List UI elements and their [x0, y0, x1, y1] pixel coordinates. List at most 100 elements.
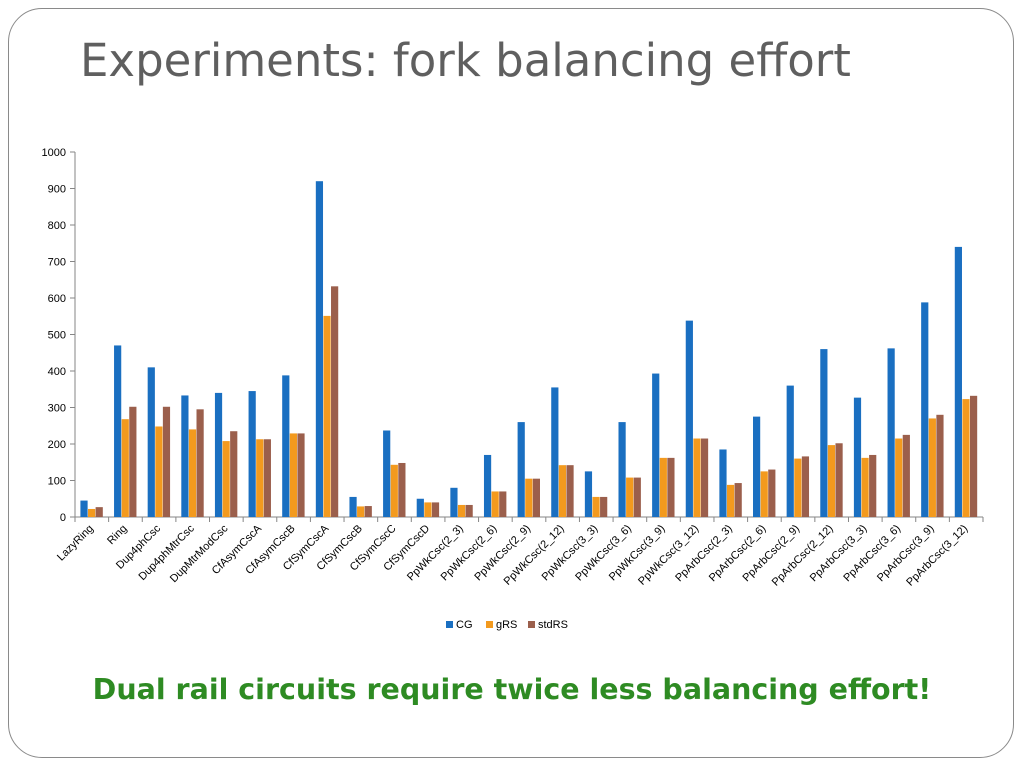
bar-CG-PpWkCsc(2_9)	[517, 422, 525, 517]
bar-gRS-PpWkCsc(2_3)	[457, 504, 466, 517]
x-axis: LazyRing RingDup4phCscDup4phMtrCscDupMtrM…	[55, 516, 984, 589]
bar-stdRS-Dup4phMtrCsc	[196, 409, 204, 517]
bar-stdRS-PpArbCsc(3_3)	[869, 454, 877, 517]
y-tick-label: 800	[48, 220, 66, 232]
bar-stdRS-CfAsymCscA	[263, 439, 271, 517]
bar-CG-PpWkCsc(3_9)	[652, 373, 660, 517]
bar-gRS-CfSymCscA	[323, 315, 331, 517]
y-axis: 0 100 200 300 400 500 600 700 800 900 1000	[42, 147, 76, 524]
bar-gRS-PpArbCsc(2_6)	[760, 471, 768, 517]
legend: CG gRS stdRS	[446, 619, 568, 631]
bar-gRS-PpArbCsc(3_3)	[861, 457, 869, 517]
slide-title: Experiments: fork balancing effort	[80, 34, 851, 87]
bar-CG-Dup4phMtrCsc	[181, 395, 189, 517]
bar-CG-CfSymCscB	[349, 496, 357, 517]
y-tick-label: 400	[48, 366, 66, 378]
bar-gRS-Ring	[121, 419, 129, 517]
bar-gRS-Dup4phCsc	[155, 426, 163, 517]
bar-CG-Dup4phCsc	[147, 367, 155, 517]
y-tick-label: 100	[48, 476, 66, 488]
bar-stdRS-DupMtrModCsc	[230, 431, 238, 517]
bar-CG-PpWkCsc(2_6)	[483, 454, 492, 517]
bar-stdRS-CfSymCscC	[398, 462, 406, 517]
bar-gRS-LazyRing	[88, 508, 96, 517]
bar-stdRS-CfSymCscD	[431, 502, 440, 517]
conclusion-text: Dual rail circuits require twice less ba…	[92, 673, 932, 706]
bar-gRS-PpWkCsc(3_12)	[693, 438, 701, 517]
bar-CG-PpArbCsc(3_9)	[921, 302, 929, 517]
bar-stdRS-PpWkCsc(2_6)	[499, 491, 507, 517]
bar-CG-PpArbCsc(2_12)	[820, 349, 828, 517]
bar-stdRS-LazyRing	[95, 507, 103, 517]
bar-stdRS-PpWkCsc(3_6)	[633, 477, 641, 517]
bar-CG-PpArbCsc(3_3)	[853, 397, 862, 517]
bar-stdRS-PpArbCsc(2_3)	[734, 483, 742, 517]
bar-CG-DupMtrModCsc	[214, 392, 223, 517]
y-tick-label: 0	[60, 512, 66, 524]
bar-gRS-PpWkCsc(3_9)	[659, 457, 667, 517]
bar-gRS-PpArbCsc(3_9)	[928, 418, 936, 517]
bars	[80, 181, 978, 517]
y-tick-label: 1000	[42, 147, 66, 159]
y-tick-label: 700	[48, 257, 66, 269]
bar-stdRS-PpWkCsc(2_9)	[532, 478, 540, 517]
bar-gRS-PpArbCsc(2_9)	[794, 458, 802, 517]
x-tick-label: LazyRing	[55, 523, 96, 564]
bar-stdRS-CfSymCscA	[331, 286, 339, 517]
legend-label-stdRS: stdRS	[538, 619, 568, 631]
x-tick-label: PpWkCsc(3_12)	[636, 523, 701, 588]
x-tick-label: PpArbCsc(2_12)	[770, 523, 836, 589]
bar-stdRS-PpWkCsc(3_3)	[600, 496, 608, 517]
bar-stdRS-Dup4phCsc	[162, 406, 171, 517]
bar-CG-PpWkCsc(2_12)	[551, 387, 559, 517]
bar-stdRS-PpArbCsc(3_12)	[969, 395, 978, 517]
bar-CG-CfSymCscD	[416, 498, 424, 517]
bar-stdRS-PpArbCsc(3_6)	[902, 434, 910, 517]
bar-stdRS-Ring	[129, 406, 137, 517]
y-tick-label: 900	[48, 184, 66, 196]
bar-stdRS-CfAsymCscB	[297, 433, 305, 517]
bar-stdRS-PpArbCsc(2_12)	[835, 443, 843, 517]
bar-stdRS-PpWkCsc(2_12)	[566, 465, 574, 517]
bar-gRS-PpArbCsc(2_12)	[827, 445, 836, 517]
bar-gRS-PpWkCsc(3_6)	[626, 477, 634, 517]
bar-CG-LazyRing	[80, 500, 88, 517]
y-tick-label: 600	[48, 293, 66, 305]
bar-gRS-PpArbCsc(3_12)	[962, 399, 970, 517]
y-tick-label: 200	[48, 439, 66, 451]
bar-stdRS-PpArbCsc(3_9)	[936, 414, 944, 517]
legend-swatch-gRS	[486, 621, 493, 628]
bar-stdRS-PpWkCsc(3_9)	[667, 457, 675, 517]
bar-gRS-PpArbCsc(3_6)	[895, 438, 903, 517]
bar-CG-CfAsymCscA	[248, 391, 256, 517]
bar-gRS-PpWkCsc(3_3)	[592, 496, 600, 517]
x-tick-label: Ring	[105, 523, 129, 547]
bar-CG-Ring	[114, 345, 122, 517]
legend-label-gRS: gRS	[496, 619, 517, 631]
bar-CG-CfAsymCscB	[282, 375, 290, 517]
bar-CG-PpWkCsc(3_6)	[618, 422, 626, 517]
bar-CG-PpArbCsc(3_6)	[887, 348, 895, 517]
bar-stdRS-PpWkCsc(2_3)	[465, 504, 473, 517]
slide-frame	[8, 8, 1014, 758]
bar-CG-CfSymCscA	[315, 181, 324, 517]
bar-gRS-CfSymCscD	[424, 502, 432, 517]
bar-CG-PpArbCsc(2_6)	[753, 416, 761, 517]
bar-CG-PpWkCsc(2_3)	[450, 487, 458, 517]
bar-stdRS-PpArbCsc(2_6)	[768, 469, 776, 517]
bar-gRS-PpWkCsc(2_12)	[558, 465, 567, 517]
bar-CG-CfSymCscC	[383, 430, 391, 517]
bar-stdRS-PpArbCsc(2_9)	[801, 456, 810, 517]
bar-gRS-CfSymCscB	[357, 506, 365, 517]
bar-stdRS-PpWkCsc(3_12)	[700, 438, 709, 517]
bar-gRS-DupMtrModCsc	[222, 441, 230, 517]
bar-gRS-Dup4phMtrCsc	[188, 429, 197, 517]
y-tick-label: 300	[48, 403, 66, 415]
bar-stdRS-CfSymCscB	[364, 506, 372, 517]
bar-gRS-CfSymCscC	[390, 464, 398, 517]
bar-CG-PpArbCsc(2_9)	[786, 385, 794, 517]
bar-CG-PpArbCsc(3_12)	[954, 246, 962, 517]
bar-gRS-CfAsymCscA	[256, 439, 264, 517]
x-tick-label: PpArbCsc(3_12)	[904, 523, 970, 589]
